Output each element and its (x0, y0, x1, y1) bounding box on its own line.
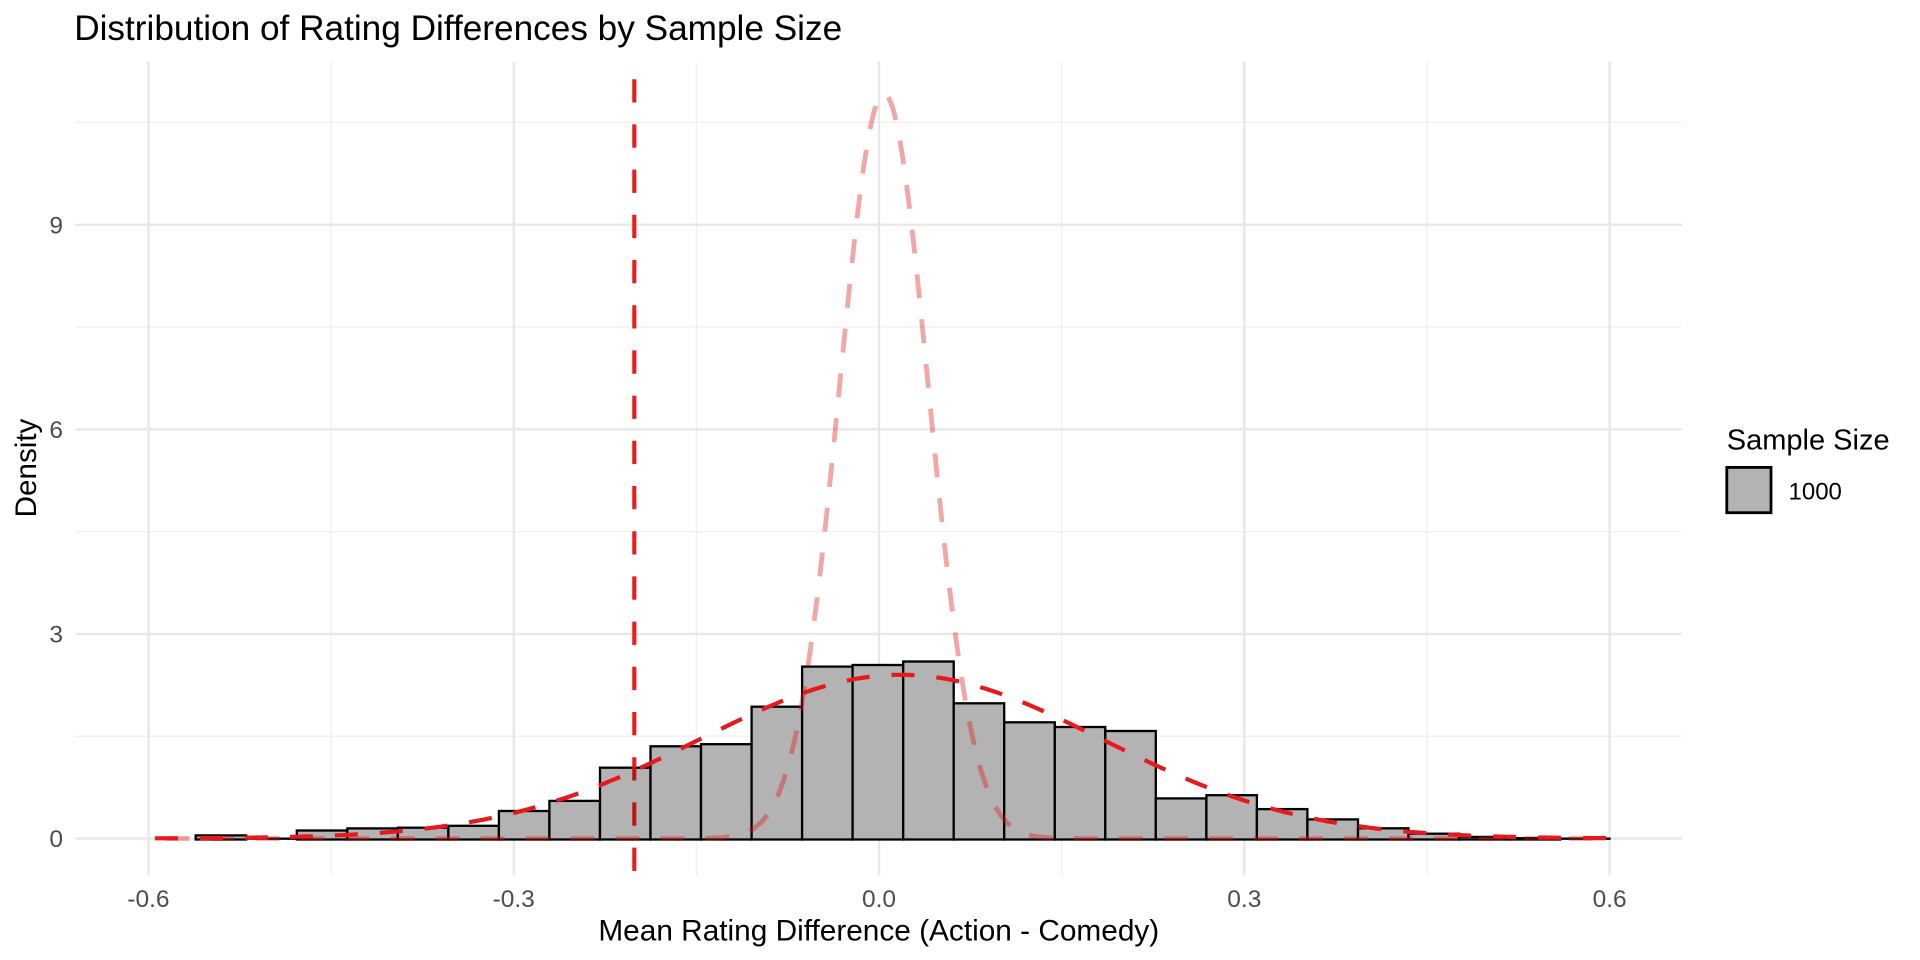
svg-text:Sample Size: Sample Size (1727, 425, 1890, 457)
svg-text:0.3: 0.3 (1227, 886, 1261, 913)
svg-text:0.0: 0.0 (862, 886, 896, 913)
svg-text:Distribution of Rating Differe: Distribution of Rating Differences by Sa… (74, 9, 842, 48)
svg-text:Mean Rating Difference (Action: Mean Rating Difference (Action - Comedy) (598, 915, 1159, 948)
svg-text:9: 9 (49, 212, 63, 239)
svg-text:Density: Density (10, 418, 43, 517)
svg-text:6: 6 (49, 417, 63, 444)
svg-text:3: 3 (49, 622, 63, 649)
svg-text:0: 0 (49, 826, 63, 853)
svg-text:-0.6: -0.6 (127, 886, 169, 913)
svg-text:0.6: 0.6 (1593, 886, 1627, 913)
svg-text:-0.3: -0.3 (493, 886, 535, 913)
svg-text:1000: 1000 (1789, 479, 1842, 506)
